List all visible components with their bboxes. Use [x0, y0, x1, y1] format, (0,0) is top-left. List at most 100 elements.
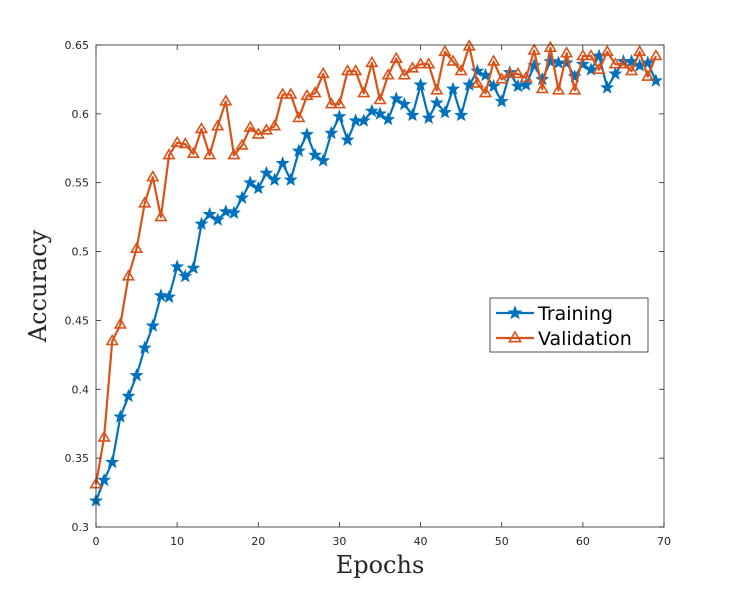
data-point-validation	[470, 76, 484, 88]
data-point-validation	[308, 86, 322, 98]
data-point-training	[446, 81, 461, 96]
data-point-training	[259, 165, 274, 180]
legend-box	[489, 297, 649, 353]
data-point-training	[267, 172, 282, 186]
data-point-validation	[121, 269, 136, 281]
data-point-validation	[527, 43, 541, 55]
y-tick-label: 0.5	[72, 246, 90, 259]
data-point-validation	[576, 48, 590, 61]
data-point-validation	[235, 138, 249, 150]
data-point-validation	[162, 148, 176, 160]
data-point-training	[210, 212, 225, 226]
data-point-validation	[202, 148, 217, 160]
data-point-validation	[616, 57, 631, 69]
data-point-training	[364, 103, 379, 118]
data-point-training	[243, 175, 258, 189]
data-point-training	[194, 216, 209, 230]
data-point-validation	[284, 87, 298, 99]
data-point-training	[592, 48, 607, 62]
data-point-validation	[592, 62, 606, 74]
data-point-validation	[243, 120, 257, 132]
series-layer	[89, 39, 663, 507]
data-point-validation	[324, 97, 338, 109]
data-point-training	[170, 259, 185, 273]
data-point-training	[519, 77, 534, 91]
data-point-validation	[389, 51, 403, 63]
data-point-training	[97, 472, 112, 487]
x-tick-label: 40	[414, 535, 428, 548]
data-point-validation	[340, 64, 355, 76]
data-point-training	[583, 62, 598, 76]
data-point-validation	[486, 54, 501, 66]
y-tick-label: 0.35	[65, 452, 90, 465]
data-point-training	[226, 205, 241, 219]
data-point-validation	[649, 48, 663, 61]
data-point-validation	[300, 88, 314, 101]
data-point-training	[575, 56, 590, 71]
data-point-training	[299, 127, 314, 141]
x-tick-label: 30	[332, 535, 346, 548]
data-point-training	[502, 65, 517, 79]
data-point-training	[332, 109, 347, 123]
data-point-training	[202, 207, 217, 221]
data-point-validation	[105, 334, 119, 346]
data-point-validation	[170, 135, 184, 147]
data-point-validation	[430, 83, 444, 95]
data-point-validation	[154, 210, 168, 222]
data-point-validation	[633, 44, 647, 57]
data-point-validation	[560, 46, 574, 58]
y-tick-label: 0.45	[65, 314, 90, 327]
data-point-training	[405, 107, 420, 122]
data-point-validation	[624, 64, 639, 76]
data-point-validation	[478, 86, 493, 98]
data-point-validation	[608, 57, 622, 69]
data-point-validation	[219, 94, 233, 106]
x-axis-title: Epochs	[336, 551, 425, 579]
y-axis-title: Accuracy	[24, 229, 52, 343]
legend-label-training: Training	[537, 303, 613, 325]
x-tick-label: 60	[576, 535, 590, 548]
plot-area	[96, 45, 664, 527]
y-tick-label: 0.55	[65, 177, 90, 190]
data-point-training	[340, 132, 355, 146]
data-point-validation	[292, 110, 306, 123]
data-point-validation	[146, 170, 160, 182]
data-point-training	[356, 113, 371, 127]
data-point-training	[470, 63, 485, 78]
x-tick-label: 20	[251, 535, 265, 548]
data-point-training	[559, 55, 574, 69]
data-point-validation	[413, 57, 428, 69]
x-tick-label: 50	[495, 535, 509, 548]
data-point-validation	[194, 121, 209, 134]
series-line-validation	[94, 45, 657, 485]
legend-label-validation: Validation	[538, 328, 632, 350]
y-tick-label: 0.65	[65, 39, 90, 52]
data-point-training	[113, 409, 128, 423]
data-point-validation	[373, 93, 387, 105]
data-point-validation	[511, 66, 525, 79]
data-point-training	[316, 153, 331, 167]
data-point-training	[494, 94, 509, 108]
data-point-validation	[422, 57, 436, 69]
data-point-validation	[97, 430, 111, 442]
data-point-validation	[316, 66, 330, 79]
legend-marker-validation	[507, 330, 523, 343]
data-point-validation	[641, 69, 655, 81]
data-point-training	[454, 107, 469, 122]
data-point-validation	[349, 64, 363, 76]
data-point-validation	[365, 55, 379, 68]
legend: Training Validation	[489, 297, 649, 353]
x-tick-label: 10	[170, 535, 184, 548]
data-point-validation	[495, 72, 509, 84]
data-point-training	[153, 288, 168, 302]
x-tick-label: 0	[93, 535, 100, 548]
data-point-training	[324, 125, 339, 140]
data-point-validation	[600, 44, 614, 57]
data-point-training	[648, 73, 663, 87]
data-point-training	[308, 147, 323, 162]
data-point-validation	[138, 196, 152, 208]
data-point-training	[129, 368, 144, 382]
data-point-validation	[519, 70, 533, 83]
data-point-training	[437, 105, 452, 119]
